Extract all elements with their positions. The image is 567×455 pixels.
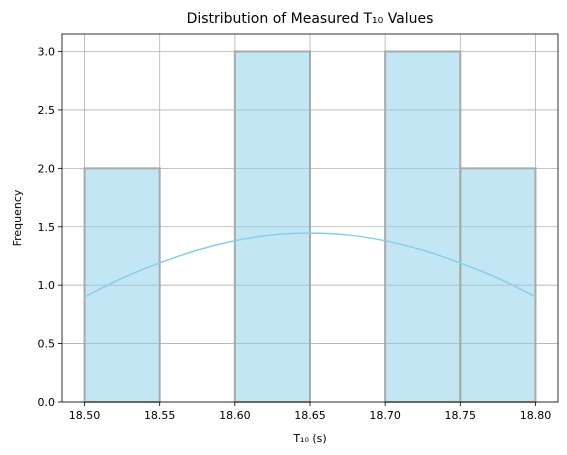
x-tick-label: 18.70 bbox=[369, 409, 401, 422]
y-tick-label: 1.5 bbox=[38, 221, 56, 234]
x-axis-label: T₁₀ (s) bbox=[292, 432, 326, 445]
y-axis-label: Frequency bbox=[11, 189, 24, 246]
histogram-bar bbox=[83, 167, 161, 403]
x-tick-label: 18.55 bbox=[144, 409, 176, 422]
x-tick-label: 18.50 bbox=[69, 409, 101, 422]
kde-layer bbox=[84, 232, 536, 298]
x-tick-label: 18.65 bbox=[294, 409, 326, 422]
histogram-bar bbox=[459, 167, 537, 403]
y-tick-label: 0.0 bbox=[38, 396, 56, 409]
y-tick-label: 2.5 bbox=[38, 104, 56, 117]
y-axis: 0.0 0.5 1.0 1.5 2.0 2.5 3.0 bbox=[38, 46, 62, 409]
y-tick-label: 0.5 bbox=[38, 338, 56, 351]
kde-line bbox=[84, 232, 536, 298]
bars-layer bbox=[83, 50, 537, 404]
x-tick-label: 18.80 bbox=[520, 409, 552, 422]
x-tick-label: 18.75 bbox=[445, 409, 477, 422]
x-tick-label: 18.60 bbox=[219, 409, 251, 422]
chart-title: Distribution of Measured T₁₀ Values bbox=[187, 11, 434, 27]
x-axis: 18.50 18.55 18.60 18.65 18.70 18.75 18.80 bbox=[69, 402, 551, 422]
y-tick-label: 2.0 bbox=[38, 162, 56, 175]
histogram-bar bbox=[233, 50, 311, 404]
y-tick-label: 3.0 bbox=[38, 46, 56, 59]
histogram-bar bbox=[384, 50, 462, 404]
y-tick-label: 1.0 bbox=[38, 279, 56, 292]
